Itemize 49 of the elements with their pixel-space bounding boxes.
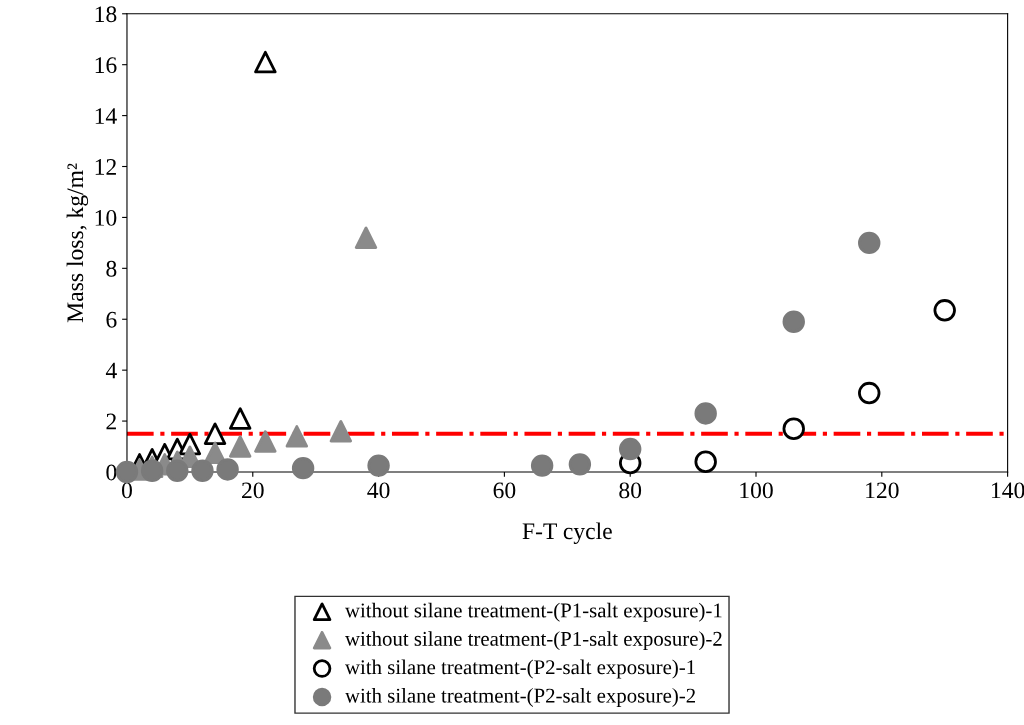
point bbox=[140, 459, 164, 482]
legend-label: without silane treatment-(P1-salt exposure)-2 bbox=[345, 631, 722, 651]
point bbox=[530, 454, 554, 477]
point bbox=[203, 422, 227, 445]
point bbox=[254, 430, 277, 453]
x-axis-title: F-T cycle bbox=[522, 522, 612, 545]
point bbox=[166, 459, 189, 482]
y-tick-label: 2 bbox=[106, 413, 116, 430]
legend-label: with silane treatment-(P2-salt exposure)-1 bbox=[345, 659, 695, 679]
y-tick-label: 8 bbox=[106, 260, 117, 277]
point bbox=[228, 435, 252, 458]
point bbox=[329, 420, 353, 443]
point bbox=[694, 450, 717, 473]
point bbox=[191, 459, 214, 482]
point bbox=[858, 231, 881, 255]
x-tick-label: 60 bbox=[493, 482, 516, 499]
point bbox=[782, 310, 805, 333]
point bbox=[568, 453, 592, 476]
point bbox=[216, 458, 239, 481]
y-tick-label: 12 bbox=[95, 159, 116, 175]
y-tick-label: 0 bbox=[106, 464, 117, 481]
x-tick-label: 20 bbox=[242, 482, 264, 499]
y-tick-label: 16 bbox=[95, 57, 117, 74]
point bbox=[115, 460, 139, 484]
point bbox=[254, 50, 277, 74]
y-tick-label: 4 bbox=[105, 362, 117, 379]
point bbox=[228, 407, 252, 430]
x-tick-label: 100 bbox=[740, 482, 773, 499]
point bbox=[933, 299, 956, 322]
point bbox=[367, 454, 390, 477]
y-axis-title: Mass loss, kg/m² bbox=[66, 163, 89, 323]
point bbox=[858, 381, 881, 405]
point bbox=[354, 226, 378, 249]
point bbox=[782, 417, 805, 440]
point bbox=[285, 425, 309, 448]
y-tick-label: 18 bbox=[95, 6, 117, 23]
point bbox=[291, 456, 315, 480]
point bbox=[694, 402, 717, 425]
x-tick-label: 0 bbox=[121, 482, 132, 499]
y-tick-label: 14 bbox=[95, 108, 117, 124]
legend-label: without silane treatment-(P1-salt exposure)-1 bbox=[345, 602, 722, 622]
y-tick-label: 6 bbox=[106, 311, 117, 328]
point bbox=[618, 437, 642, 461]
x-tick-label: 40 bbox=[367, 482, 390, 499]
y-tick-label: 10 bbox=[95, 209, 117, 226]
x-tick-label: 120 bbox=[866, 482, 899, 499]
x-tick-label: 140 bbox=[991, 482, 1024, 499]
x-tick-label: 80 bbox=[619, 482, 642, 499]
legend-label: with silane treatment-(P2-salt exposure)-2 bbox=[345, 687, 695, 707]
